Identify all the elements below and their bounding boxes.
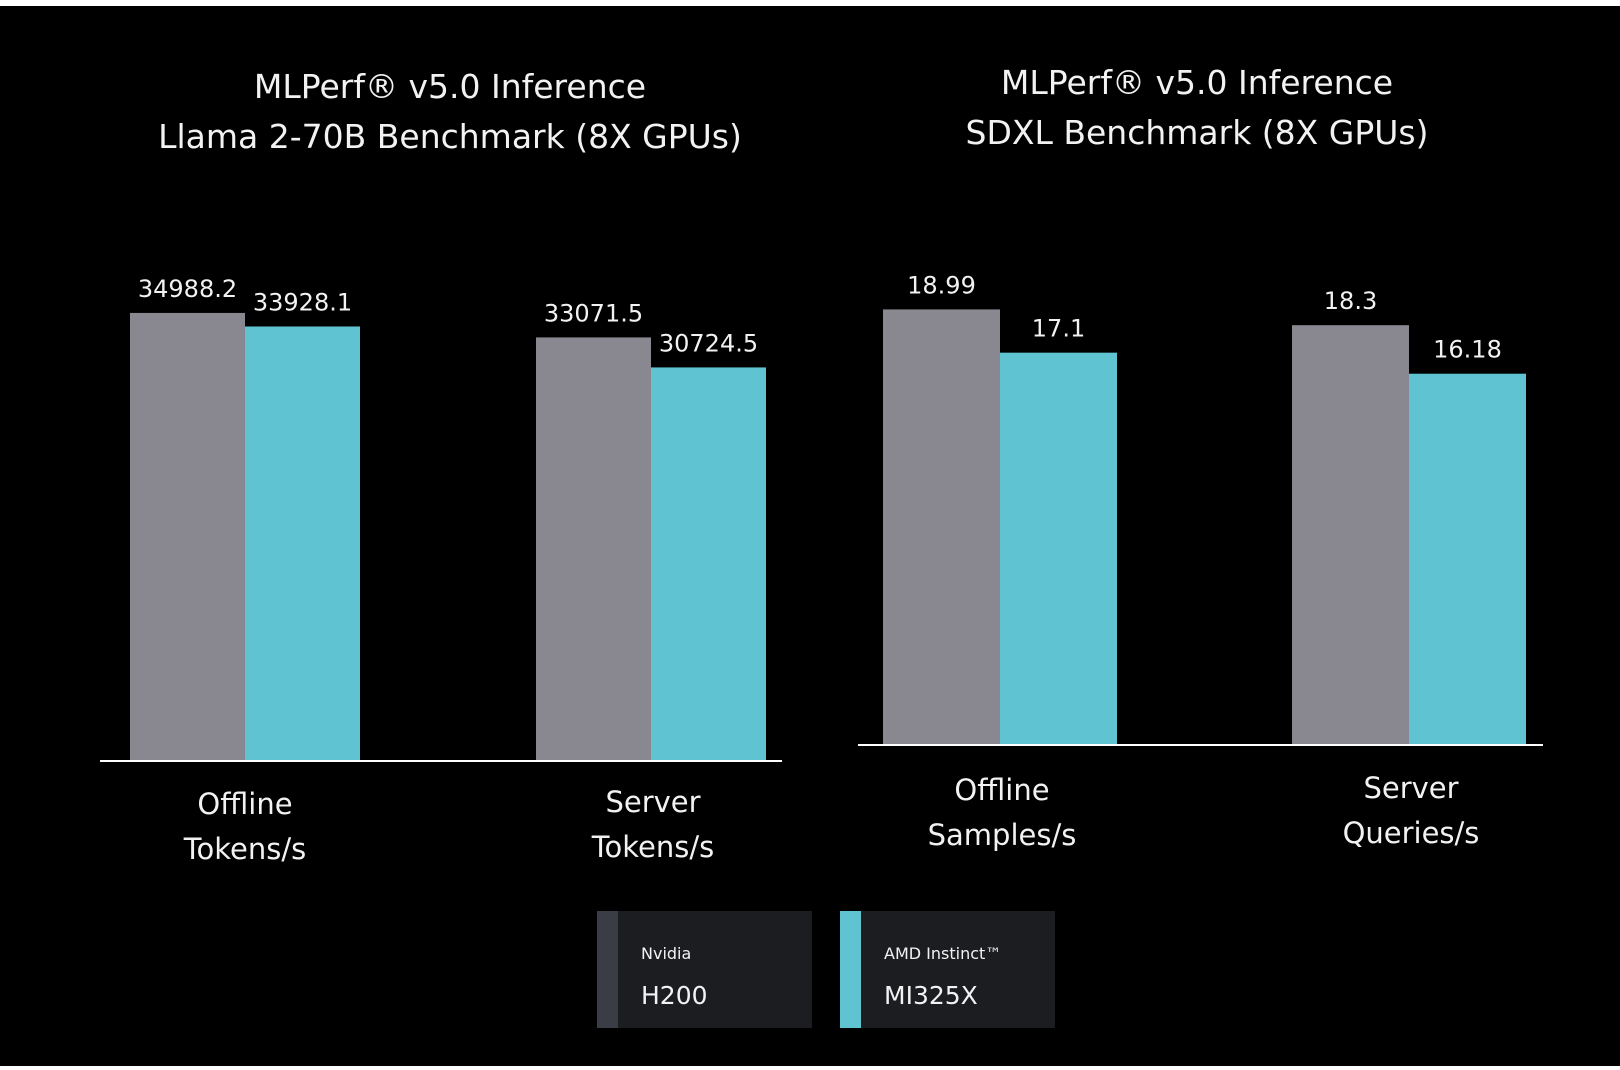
llama-chart-title: MLPerf® v5.0 Inference Llama 2-70B Bench… xyxy=(130,62,770,162)
legend-item-amd: AMD Instinct™ MI325X xyxy=(840,911,1055,1028)
llama-category-offline: Offline Tokens/s xyxy=(125,782,365,872)
legend-vendor-nvidia: Nvidia xyxy=(641,944,692,963)
sdxl-bar-amd-1 xyxy=(1409,373,1526,744)
category-line: Queries/s xyxy=(1342,816,1480,850)
sdxl-bar-nvidia-0 xyxy=(883,309,1000,744)
llama-value-label-nvidia-1: 33071.5 xyxy=(544,299,643,327)
category-line: Offline xyxy=(954,773,1050,807)
sdxl-value-label-nvidia-1: 18.3 xyxy=(1324,287,1377,315)
sdxl-value-label-amd-1: 16.18 xyxy=(1433,336,1502,364)
llama-bar-amd-0 xyxy=(245,326,360,760)
llama-title-line-1: MLPerf® v5.0 Inference xyxy=(253,67,647,106)
sdxl-category-offline: Offline Samples/s xyxy=(882,768,1122,858)
sdxl-title-line-1: MLPerf® v5.0 Inference xyxy=(1000,63,1394,102)
legend-swatch-nvidia xyxy=(597,911,618,1028)
category-line: Offline xyxy=(197,787,293,821)
category-line: Server xyxy=(1363,771,1459,805)
sdxl-category-server: Server Queries/s xyxy=(1291,766,1531,856)
llama-title-line-2: Llama 2-70B Benchmark (8X GPUs) xyxy=(158,117,742,156)
legend-swatch-amd xyxy=(840,911,861,1028)
category-line: Tokens/s xyxy=(183,832,307,866)
sdxl-value-label-amd-0: 17.1 xyxy=(1032,315,1085,343)
category-line: Server xyxy=(605,785,701,819)
sdxl-title-line-2: SDXL Benchmark (8X GPUs) xyxy=(965,113,1429,152)
sdxl-bar-nvidia-1 xyxy=(1292,325,1409,744)
legend-model-amd: MI325X xyxy=(884,981,978,1010)
llama-bar-amd-1 xyxy=(651,367,766,760)
llama-category-server: Server Tokens/s xyxy=(533,780,773,870)
llama-value-label-amd-0: 33928.1 xyxy=(253,288,352,316)
llama-bar-nvidia-0 xyxy=(130,312,245,760)
category-line: Tokens/s xyxy=(591,830,715,864)
sdxl-bar-amd-0 xyxy=(1000,352,1117,744)
sdxl-value-label-nvidia-0: 18.99 xyxy=(907,271,976,299)
legend-vendor-amd: AMD Instinct™ xyxy=(884,944,1002,963)
category-line: Samples/s xyxy=(927,818,1077,852)
legend-model-nvidia: H200 xyxy=(641,981,708,1010)
llama-bar-nvidia-1 xyxy=(536,337,651,760)
sdxl-chart-title: MLPerf® v5.0 Inference SDXL Benchmark (8… xyxy=(877,58,1517,158)
llama-value-label-amd-1: 30724.5 xyxy=(659,329,758,357)
llama-value-label-nvidia-0: 34988.2 xyxy=(138,275,237,303)
legend-item-nvidia: Nvidia H200 xyxy=(597,911,812,1028)
